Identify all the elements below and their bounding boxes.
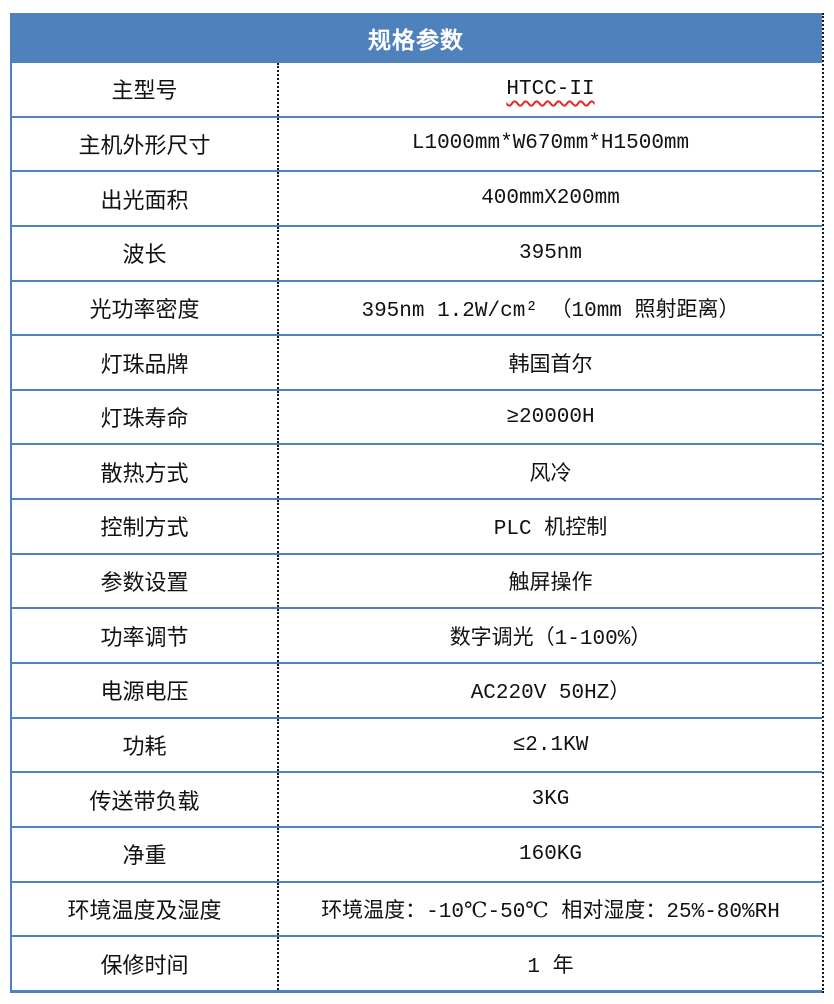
spec-label: 功耗 [122,736,167,761]
spec-value: ≤2.1KW [277,718,822,772]
spec-label: 功率调节 [100,626,189,652]
spec-label: 主机外形尺寸 [78,134,211,160]
spec-value: 400mmX200mm [277,172,822,225]
spec-value: 395nm 1.2W/cm² （10mm 照射距离） [277,281,822,335]
spec-label: 灯珠寿命 [100,408,189,434]
table-row: 电源电压 AC220V 50HZ） [12,664,822,719]
spec-value: AC220V 50HZ） [277,664,822,717]
table-row: 控制方式 PLC 机控制 [12,500,822,555]
spec-value: ≥20000H [277,390,822,444]
spec-label: 控制方式 [100,517,189,543]
spec-label: 灯珠品牌 [100,353,189,379]
spec-label: 散热方式 [100,462,189,488]
table-row: 环境温度及湿度 环境温度：-10℃-50℃ 相对湿度：25%-80%RH [12,882,822,938]
spec-label: 净重 [122,845,167,871]
spec-value: PLC 机控制 [277,500,822,553]
table-row: 灯珠寿命 ≥20000H [12,390,822,446]
spec-label: 环境温度及湿度 [67,899,222,925]
table-row: 出光面积 400mmX200mm [12,172,822,227]
table-title: 规格参数 [10,13,822,63]
table-row: 主型号 HTCC-II [12,63,822,118]
spec-rows: 主型号 HTCC-II 主机外形尺寸 L1000mm*W670mm*H1500m… [10,63,822,993]
table-row: 传送带负载 3KG [12,773,822,828]
table-row: 参数设置 触屏操作 [12,554,822,610]
spec-label: 波长 [122,244,167,270]
table-row: 保修时间 1 年 [12,937,822,990]
table-row: 净重 160KG [12,827,822,883]
spec-value: 3KG [277,773,822,826]
spec-label: 参数设置 [100,572,189,598]
spec-value: 数字调光（1-100%） [277,609,822,663]
table-row: 灯珠品牌 韩国首尔 [12,336,822,391]
spec-value: HTCC-II [277,63,822,116]
spec-value: 160KG [277,827,822,881]
spec-table: 规格参数 主型号 HTCC-II 主机外形尺寸 L1000mm*W670mm*H… [10,13,824,993]
spec-value: 1 年 [277,937,822,990]
spec-value: L1000mm*W670mm*H1500mm [277,117,822,171]
spec-value: 韩国首尔 [277,336,822,389]
table-row: 光功率密度 395nm 1.2W/cm² （10mm 照射距离） [12,281,822,337]
table-row: 散热方式 风冷 [12,445,822,501]
table-row: 主机外形尺寸 L1000mm*W670mm*H1500mm [12,117,822,173]
table-row: 功耗 ≤2.1KW [12,718,822,774]
spec-value: 395nm [277,226,822,280]
spec-label: 保修时间 [100,954,189,980]
spec-label: 光功率密度 [89,298,200,324]
spec-label: 传送带负载 [89,790,200,816]
table-row: 波长 395nm [12,226,822,282]
spec-label: 出光面积 [100,189,189,215]
spec-value: 环境温度：-10℃-50℃ 相对湿度：25%-80%RH [277,882,822,936]
spec-value: 风冷 [277,445,822,499]
spec-value: 触屏操作 [277,554,822,608]
spec-label: 主型号 [111,80,178,106]
spec-label: 电源电压 [100,681,189,707]
table-row: 功率调节 数字调光（1-100%） [12,609,822,665]
